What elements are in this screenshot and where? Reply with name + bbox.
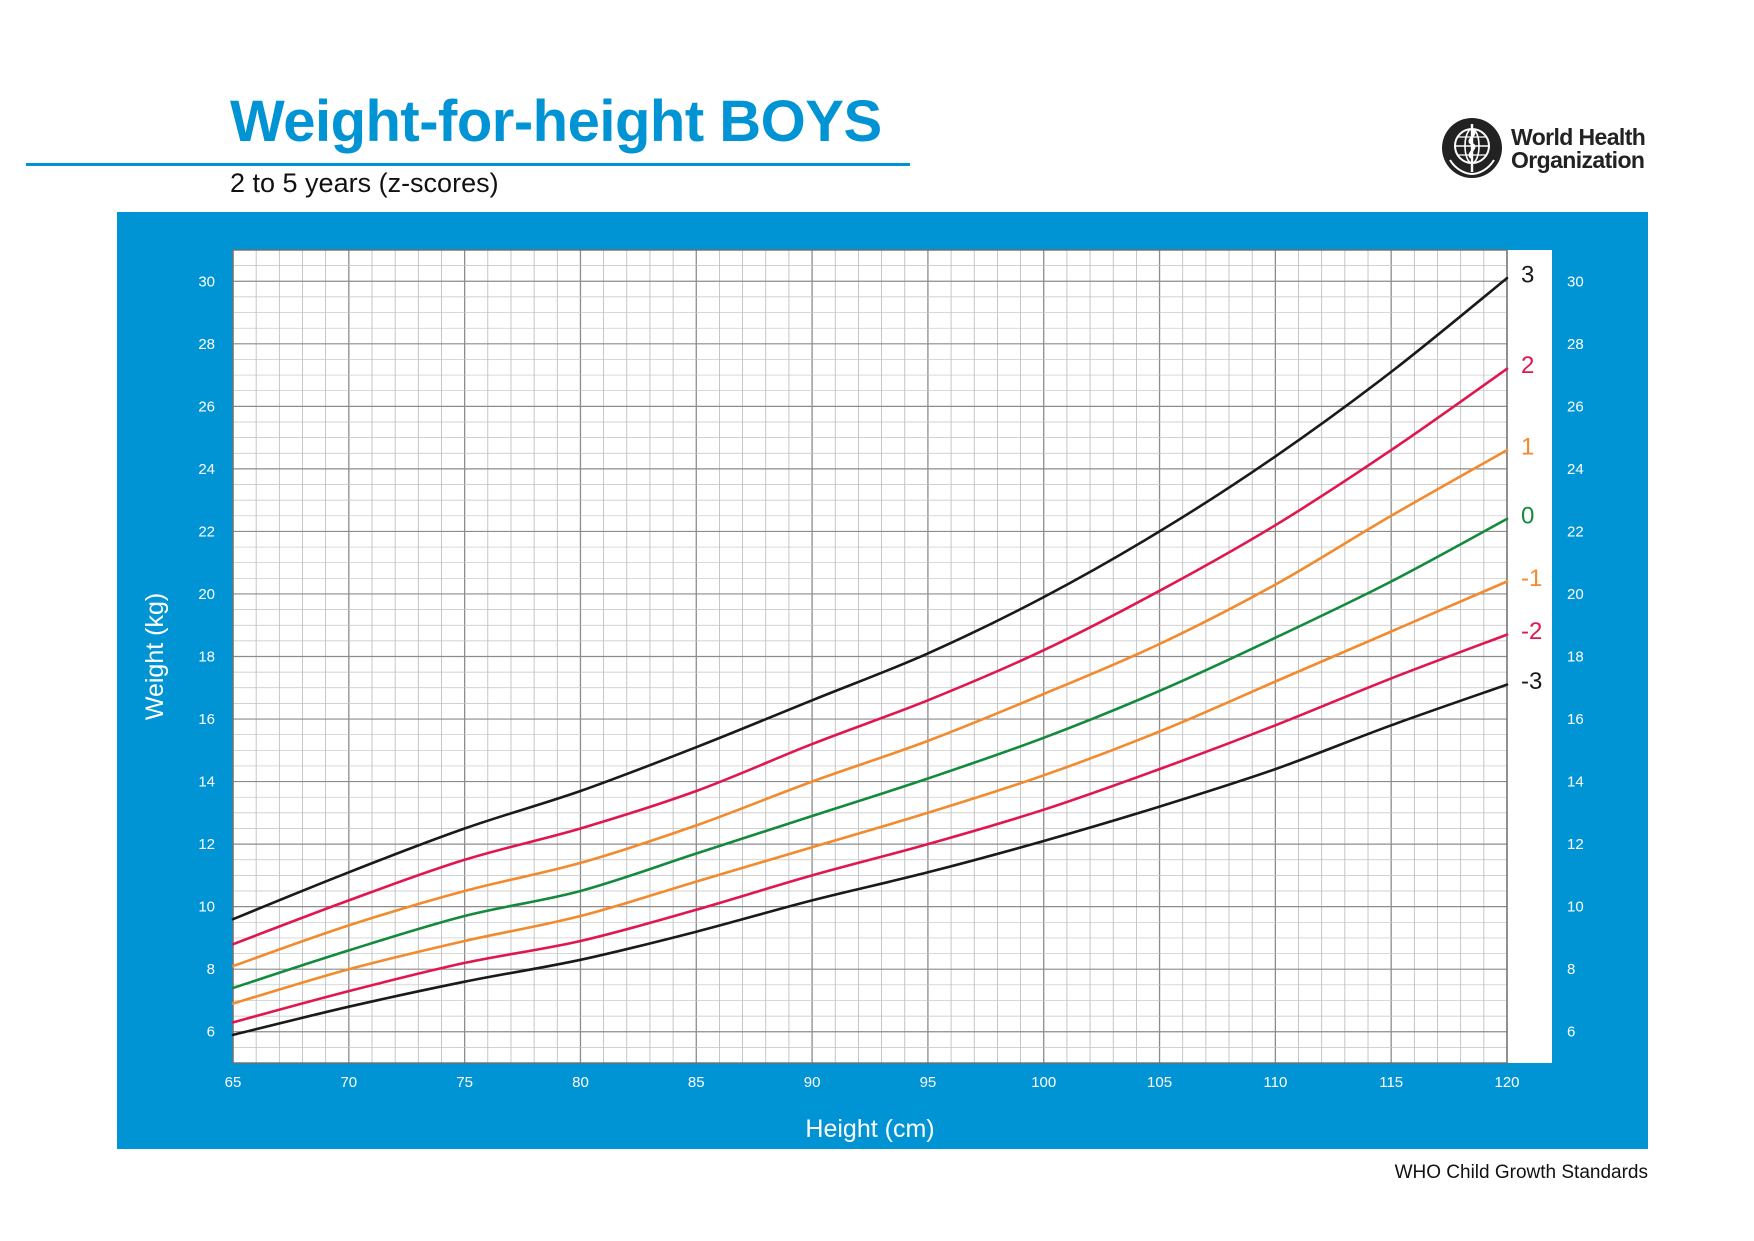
- who-wordmark-line2: Organization: [1511, 147, 1645, 173]
- y-tick-label-left: 26: [198, 398, 215, 415]
- who-wordmark: World Health Organization: [1511, 124, 1646, 173]
- y-tick-label-right: 6: [1567, 1024, 1575, 1041]
- y-tick-label-left: 20: [198, 586, 215, 603]
- z-score-label: 1: [1521, 433, 1534, 460]
- y-tick-label-left: 24: [198, 461, 215, 478]
- z-score-label: -3: [1521, 668, 1542, 695]
- y-tick-label-right: 18: [1567, 649, 1584, 666]
- series-line-z2: [231, 367, 1509, 946]
- x-tick-label: 115: [1379, 1074, 1403, 1091]
- y-tick-label-left: 6: [207, 1024, 215, 1041]
- z-score-label: -2: [1521, 618, 1542, 645]
- y-tick-label-right: 26: [1567, 398, 1584, 415]
- x-tick-label: 95: [920, 1074, 937, 1091]
- title-divider: [26, 163, 910, 166]
- y-tick-label-left: 10: [198, 899, 215, 916]
- grid-frame: [232, 249, 1508, 1064]
- y-tick-label-left: 16: [198, 711, 215, 728]
- z-score-labels: 3 2 1 0 -1 -2 -3: [1521, 261, 1542, 695]
- x-tick-label: 85: [688, 1074, 705, 1091]
- series-line-z-3: [231, 683, 1509, 1037]
- z-score-label: 2: [1521, 352, 1534, 379]
- y-tick-label-right: 8: [1567, 961, 1575, 978]
- x-tick-label: 70: [340, 1074, 357, 1091]
- y-tick-label-left: 22: [198, 523, 215, 540]
- y-tick-label-right: 14: [1567, 774, 1584, 791]
- y-tick-label-right: 10: [1567, 899, 1584, 916]
- who-wordmark-line1: World Health: [1511, 124, 1646, 150]
- chart-panel: 6 6 8 8 10 10 12 12 14 14 16 16 18 18 20 20 22 22 24 24 26 26…: [117, 212, 1648, 1149]
- series-line-z-1: [231, 580, 1509, 1005]
- z-score-label: 0: [1521, 502, 1534, 529]
- y-axis-title: Weight (kg): [141, 593, 169, 720]
- x-axis-title: Height (cm): [805, 1115, 934, 1143]
- y-tick-label-left: 12: [198, 836, 215, 853]
- grid-lines: [232, 249, 1508, 1064]
- page-subtitle: 2 to 5 years (z-scores): [230, 168, 499, 198]
- series-line-z0: [231, 517, 1509, 990]
- x-tick-label: 90: [804, 1074, 821, 1091]
- x-tick-label: 75: [456, 1074, 473, 1091]
- x-tick-label: 105: [1147, 1074, 1172, 1091]
- series-lines: [231, 276, 1509, 1037]
- y-tick-label-right: 28: [1567, 336, 1584, 353]
- y-tick-label-left: 18: [198, 649, 215, 666]
- y-tick-label-right: 30: [1567, 273, 1584, 290]
- x-tick-label: 110: [1263, 1074, 1287, 1091]
- y-tick-label-right: 20: [1567, 586, 1584, 603]
- y-tick-label-left: 28: [198, 336, 215, 353]
- y-tick-label-right: 12: [1567, 836, 1584, 853]
- y-tick-label-left: 8: [207, 961, 215, 978]
- y-tick-label-right: 24: [1567, 461, 1584, 478]
- y-tick-label-left: 30: [198, 273, 215, 290]
- who-logo: World Health Organization: [1440, 116, 1650, 180]
- z-score-label: -1: [1521, 565, 1542, 592]
- series-line-z3: [231, 276, 1509, 921]
- y-tick-label-right: 16: [1567, 711, 1584, 728]
- series-line-z1: [231, 448, 1509, 968]
- y-tick-label-right: 22: [1567, 523, 1584, 540]
- page-title: Weight-for-height BOYS: [230, 89, 882, 154]
- series-line-z-2: [231, 633, 1509, 1024]
- y-tick-label-left: 14: [198, 774, 215, 791]
- x-tick-label: 100: [1031, 1074, 1056, 1091]
- x-tick-label: 80: [572, 1074, 589, 1091]
- x-tick-label: 65: [225, 1074, 242, 1091]
- who-emblem-icon: [1442, 118, 1502, 178]
- footer-note: WHO Child Growth Standards: [1394, 1162, 1648, 1183]
- x-tick-label: 120: [1494, 1074, 1519, 1091]
- z-score-label: 3: [1521, 261, 1534, 288]
